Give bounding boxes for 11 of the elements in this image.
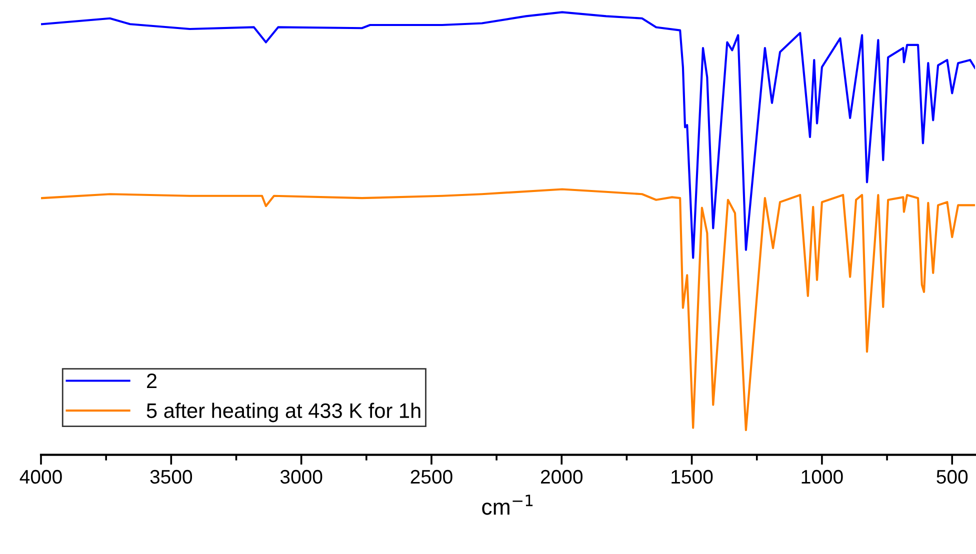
x-tick-label: 1500 (672, 470, 713, 484)
x-tick-label: 1000 (802, 470, 843, 484)
legend-label: 5 after heating at 433 K for 1h (146, 402, 420, 422)
x-tick-label: 3500 (150, 470, 192, 484)
x-tick-label: 2500 (410, 470, 452, 484)
x-tick-label: 2000 (540, 470, 583, 484)
x-tick-label: 4000 (20, 470, 62, 484)
x-axis-title: cm$^{−1}$ (482, 494, 533, 515)
legend-label: 2 (147, 373, 156, 388)
x-tick-label: 500 (936, 470, 968, 484)
x-tick-label: 3000 (280, 470, 322, 484)
